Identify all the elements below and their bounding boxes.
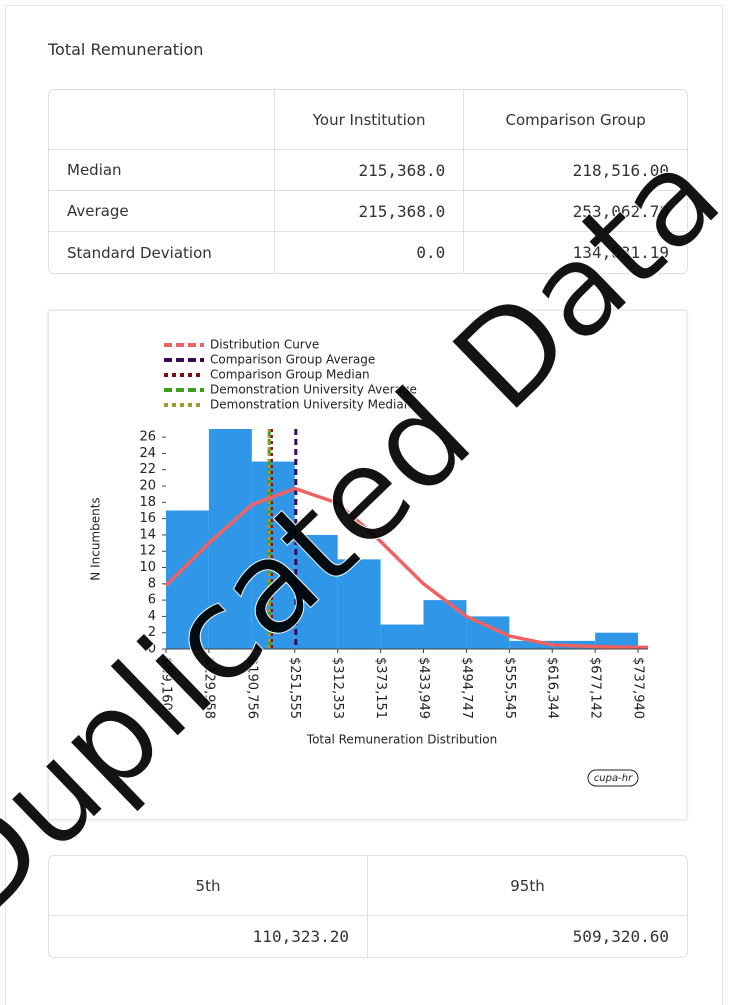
header-cell: Comparison Group: [464, 90, 687, 150]
bar: [337, 559, 381, 649]
legend-label: Comparison Group Average: [210, 353, 375, 367]
header-cell: 95th: [368, 856, 687, 916]
y-tick-label: 6: [148, 593, 156, 608]
row: 110,323.20 509,320.60: [49, 916, 687, 957]
bar: [509, 640, 553, 649]
row: Median 215,368.0 218,516.00: [49, 150, 687, 191]
logo: cupa-hr: [594, 773, 633, 784]
y-tick-label: 26: [139, 430, 156, 445]
cell: 215,368.0: [275, 150, 465, 191]
cell: 218,516.00: [464, 150, 687, 191]
logo-outline: [587, 769, 639, 787]
y-tick-label: 22: [139, 462, 156, 477]
header-cell: Your Institution: [275, 90, 465, 150]
bar: [423, 600, 467, 649]
cell: 215,368.0: [275, 191, 465, 232]
x-tick-label: $190,756: [244, 657, 259, 719]
x-tick-label: $251,555: [287, 657, 302, 719]
row: Standard Deviation 0.0 134,831.19: [49, 232, 687, 273]
x-axis-label: Total Remuneration Distribution: [306, 733, 497, 747]
y-tick-label: 14: [139, 527, 156, 542]
cell: 253,062.79: [464, 191, 687, 232]
cell: 509,320.60: [572, 927, 669, 946]
row: Average 215,368.0 253,062.79: [49, 191, 687, 232]
x-tick-label: $433,949: [416, 657, 431, 719]
y-tick-label: 10: [139, 560, 156, 575]
legend-label: Demonstration University Average: [210, 383, 417, 397]
y-tick-label: 12: [139, 544, 156, 559]
row-label: Median: [49, 150, 275, 191]
x-tick-label: $737,940: [631, 657, 646, 719]
row-label: Average: [49, 191, 275, 232]
y-axis-label: N Incumbents: [89, 497, 103, 580]
header-row: 5th 95th: [49, 856, 687, 916]
header-row: Your Institution Comparison Group: [49, 90, 687, 150]
header-cell: 5th: [49, 856, 368, 916]
cell: 0.0: [275, 232, 465, 273]
card: [5, 5, 723, 1005]
x-tick-label: $312,353: [330, 657, 345, 719]
bar: [595, 632, 639, 649]
y-tick-label: 2: [148, 625, 156, 640]
y-tick-label: 24: [139, 446, 156, 461]
x-tick-label: $494,747: [459, 657, 474, 719]
header-cell: [49, 90, 275, 150]
section-title: Total Remuneration: [48, 40, 204, 59]
bar: [380, 624, 424, 649]
distribution-curve: [164, 486, 648, 650]
y-tick-label: 4: [148, 609, 156, 624]
cell: 110,323.20: [49, 916, 368, 957]
row-label: Standard Deviation: [49, 232, 275, 273]
y-tick-label: 0: [148, 642, 156, 657]
x-tick-label: $677,142: [588, 657, 603, 719]
chart-frame: 0 2 4 6 8 10 12 14 16 18 20 22 24 26 $69,160 $129,958 $1…: [48, 310, 687, 820]
x-tick-label: $373,151: [373, 657, 388, 719]
legend-label: Demonstration University Median: [210, 398, 411, 412]
y-tick-label: 18: [139, 495, 156, 510]
y-tick-label: 8: [148, 576, 156, 591]
summary-table: Your Institution Comparison Group Median 2…: [48, 89, 688, 274]
legend-label: Comparison Group Median: [210, 368, 370, 382]
x-tick-label: $69,160: [159, 657, 174, 711]
percentile-table: 5th 95th 110,323.20 509,320.60: [48, 855, 688, 958]
x-tick-label: $616,344: [545, 657, 560, 719]
cell: 134,831.19: [572, 243, 669, 262]
y-tick-label: 16: [139, 511, 156, 526]
x-tick-label: $555,545: [502, 657, 517, 719]
y-tick-label: 20: [139, 479, 156, 494]
x-tick-label: $129,958: [201, 657, 216, 719]
legend-label: Distribution Curve: [210, 338, 319, 352]
bar: [294, 534, 338, 649]
